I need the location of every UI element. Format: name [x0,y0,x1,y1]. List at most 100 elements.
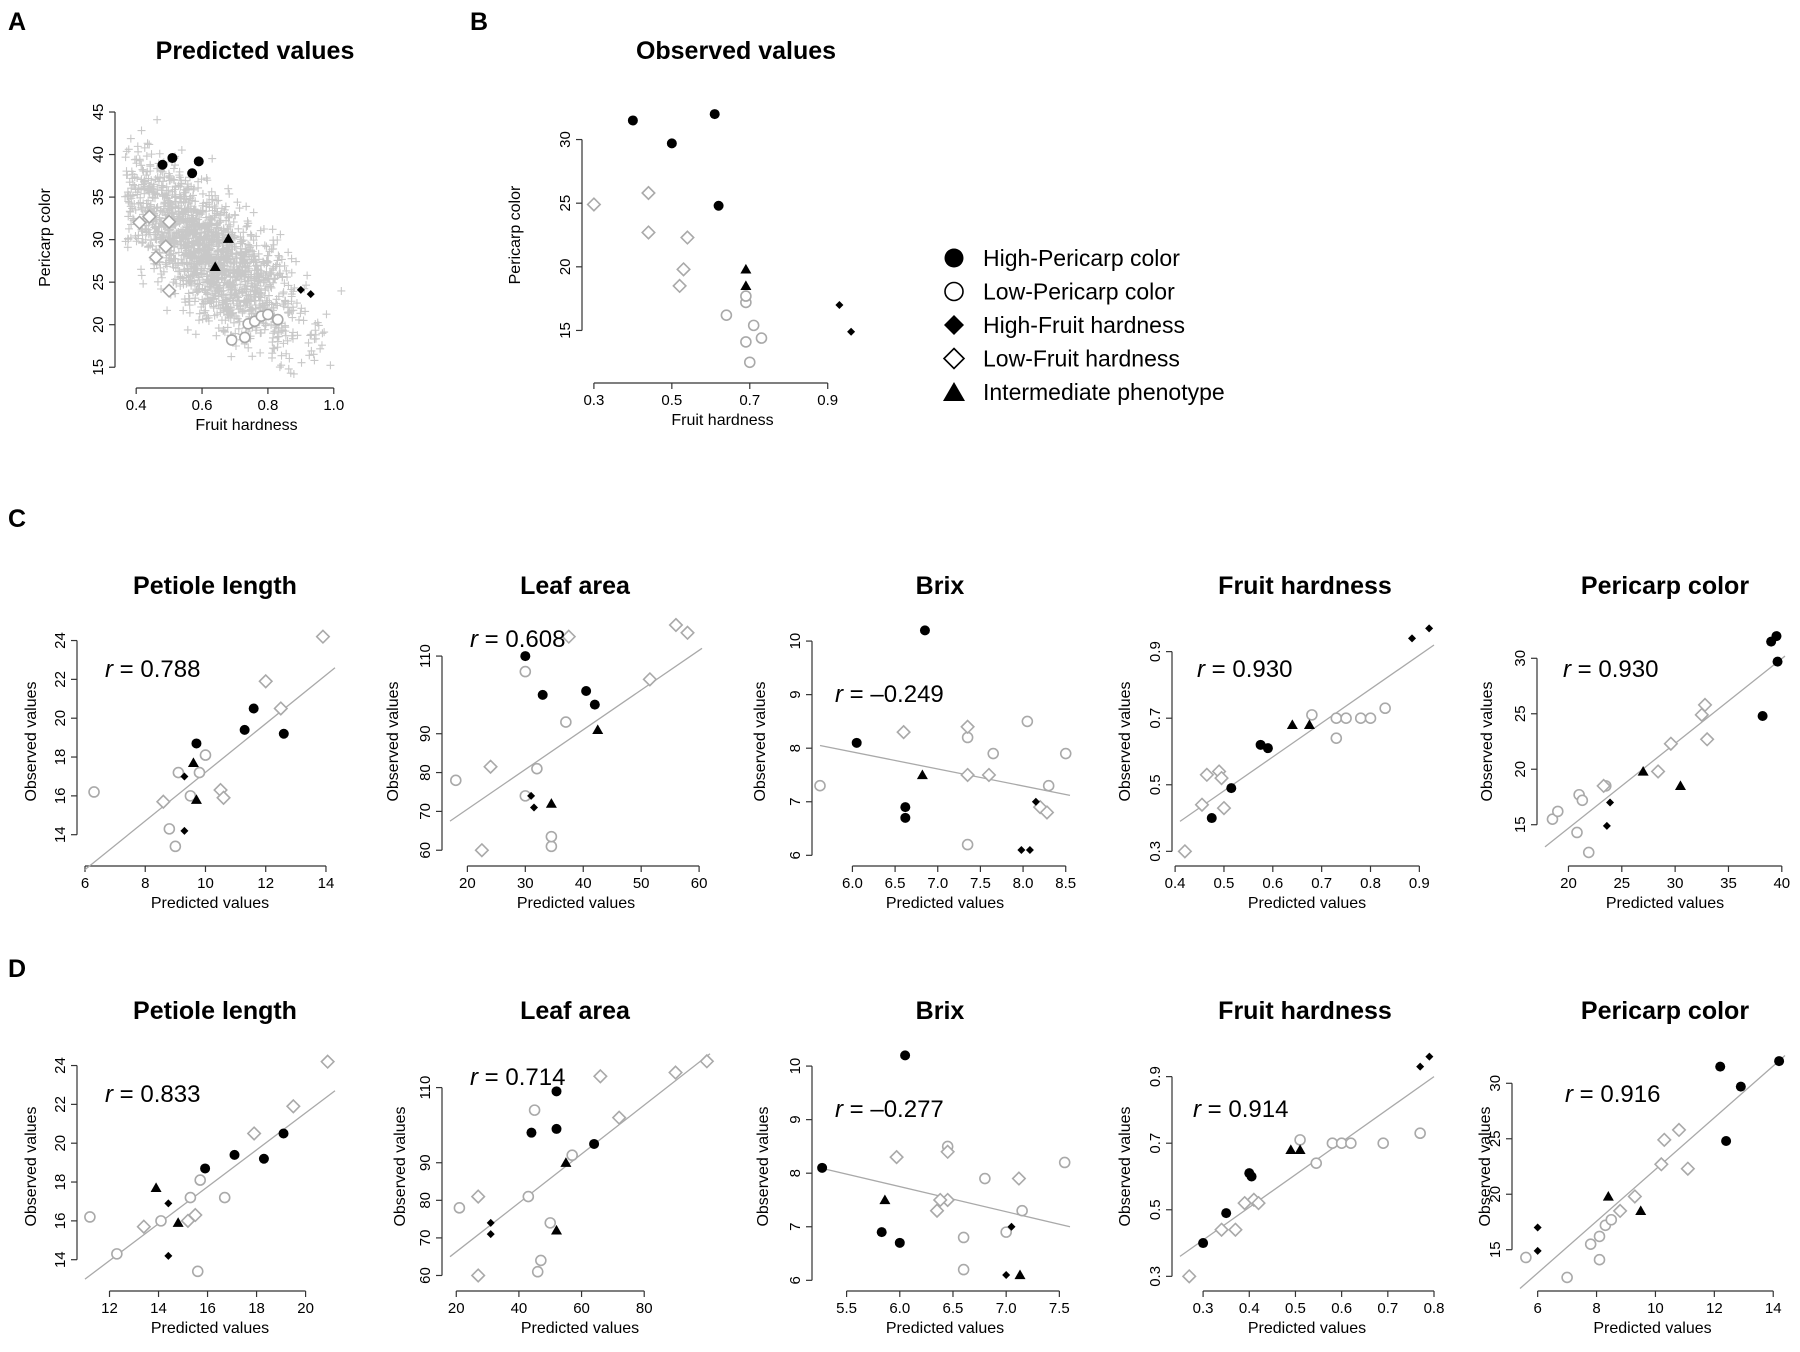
data-point-lp [218,1191,231,1204]
y-axis-label: Pericarp color [507,185,524,284]
data-point-hf [1425,1052,1434,1061]
y-tick-label: 18 [52,1174,69,1191]
y-tick-label: 6 [787,1276,804,1284]
data-point-lp [155,1215,167,1227]
data-point-lf [1214,770,1229,786]
y-axis-label: Observed values [385,681,402,801]
data-point-lf [960,719,975,735]
data-point-ip [1014,1269,1026,1280]
data-point-lp [191,1265,204,1278]
y-axis-label: Observed values [1477,1106,1494,1226]
y-tick-label: 80 [417,1192,434,1209]
data-point-lp [528,1104,541,1116]
y-tick-label: 0.3 [1147,841,1164,862]
data-point-ip [187,757,199,767]
data-point-lf [258,673,274,689]
y-axis-label: Observed values [392,1106,409,1226]
x-axis-label: Predicted values [151,895,269,912]
data-point-lp [743,356,756,369]
y-tick-label: 0.3 [1147,1266,1164,1287]
data-point-lf [1656,1132,1672,1148]
data-point-hf [486,1218,495,1227]
data-point-hf [1416,1062,1425,1071]
y-tick-label: 8 [787,1169,804,1177]
data-point-lf [561,629,577,645]
data-point-hp [520,651,531,662]
x-tick-label: 5.5 [836,1300,857,1317]
data-point-lp [1330,712,1343,725]
data-point-ip [592,724,604,734]
data-point-ip [1674,780,1686,791]
data-point-lp [1042,779,1055,792]
data-point-ip [1602,1190,1614,1201]
y-tick-label: 20 [1512,761,1529,778]
data-point-lp [814,779,826,792]
data-point-ip [1294,1144,1306,1154]
data-point-lp [545,830,558,843]
data-point-hp [589,1138,600,1149]
data-point-lp [111,1248,123,1260]
data-point-lf [1650,764,1666,779]
x-tick-label: 50 [633,875,650,892]
y-tick-label: 9 [787,1115,804,1123]
points-c4 [1177,624,1434,859]
x-tick-label: 0.9 [817,392,838,409]
data-point-hf [1425,624,1434,633]
legend-item: High-Pericarp color [944,245,1180,271]
chart-title-d4: Fruit hardness [1218,997,1392,1025]
y-tick-label: 70 [417,803,434,820]
data-point-lp [531,1265,544,1278]
data-point-lf [1596,778,1612,794]
data-point-lf [1181,1268,1197,1284]
data-point-lp [1605,1213,1618,1226]
data-point-lp [1058,1156,1071,1169]
data-point-lp [740,290,752,302]
data-point-lp [1584,1238,1597,1250]
legend-diamond-open-icon [942,347,966,370]
legend-label: Low-Fruit hardness [983,346,1180,372]
data-point-lp [1571,826,1583,839]
x-tick-label: 12 [1706,1300,1723,1317]
data-point-lf [1251,1195,1266,1211]
x-tick-label: 8 [141,875,149,892]
data-point-lf [611,1110,627,1126]
y-tick-label: 90 [417,725,434,742]
x-tick-label: 20 [448,1300,465,1317]
data-point-lp [271,313,284,326]
panel-label-a: A [8,8,27,36]
data-point-lf [148,250,164,265]
legend-item: Intermediate phenotype [943,379,1225,405]
x-tick-label: 0.8 [1424,1300,1445,1317]
data-point-lp [1059,747,1072,760]
points-d2 [453,1053,715,1283]
data-point-lp [1379,702,1391,715]
x-tick-label: 0.8 [1360,875,1381,892]
data-point-lf [1011,1171,1027,1186]
y-tick-label: 40 [90,146,107,163]
x-tick-label: 60 [573,1300,590,1317]
chart-title-d2: Leaf area [520,997,630,1025]
data-point-lf [1216,800,1232,816]
r-annotation: r = –0.277 [835,1096,944,1123]
y-tick-label: 14 [52,1251,69,1268]
data-point-lf [1627,1189,1643,1204]
data-point-lf [699,1053,715,1069]
data-point-hp [157,159,168,170]
data-point-lf [155,794,171,810]
charts-layer: 0.4 0.6 0.8 1.0 Fruit hardness 15 20 25 30 35 40 45… [23,104,1790,1337]
data-point-lf [672,278,688,294]
data-point-hp [1715,1061,1726,1072]
data-point-hp [666,138,677,149]
y-tick-label: 110 [417,644,434,668]
data-point-hf [1017,845,1026,854]
data-point-lp [1016,1204,1028,1217]
y-tick-label: 10 [787,1058,804,1075]
data-point-hp [894,1237,905,1248]
data-point-ip [740,263,752,274]
x-axis-label: Predicted values [886,1320,1004,1337]
x-tick-label: 20 [459,875,476,892]
data-point-lf [187,1207,203,1223]
x-tick-label: 0.6 [1262,875,1283,892]
y-axis-label: Observed values [1117,1106,1134,1226]
data-point-lf [981,767,997,783]
